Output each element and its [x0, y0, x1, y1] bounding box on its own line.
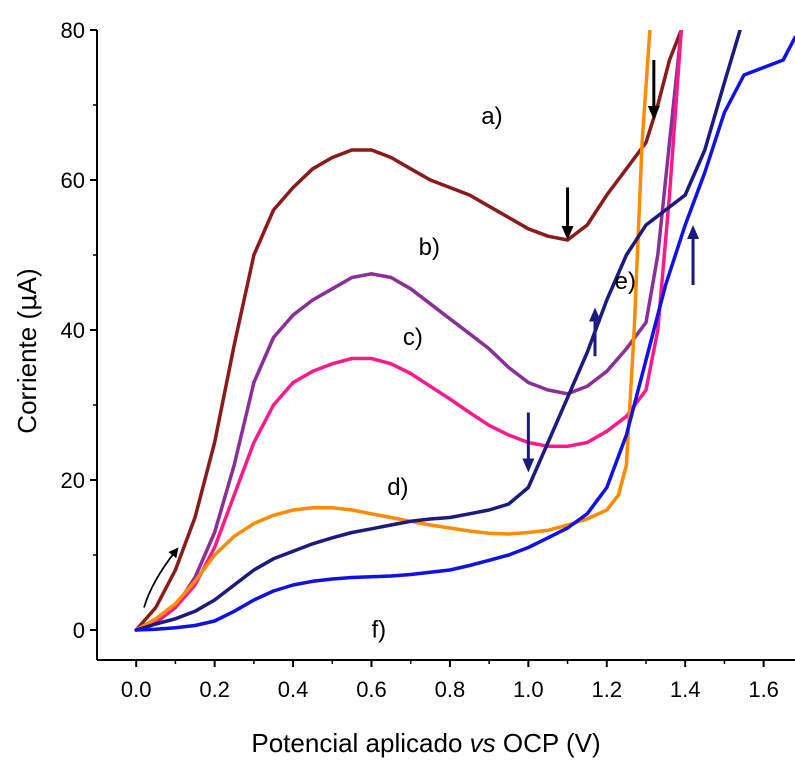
- x-tick-label: 0.8: [435, 677, 466, 702]
- y-tick-label: 0: [73, 618, 85, 643]
- arrow-head-0: [561, 226, 574, 240]
- curve-label-e: e): [615, 268, 636, 295]
- series-line-c: [134, 30, 684, 632]
- x-tick-label: 1.2: [591, 677, 622, 702]
- x-tick-label: 0.6: [356, 677, 387, 702]
- x-tick-label: 1.4: [670, 677, 701, 702]
- x-tick-label: 0.4: [278, 677, 309, 702]
- y-axis-label: Corriente (μA): [12, 268, 43, 433]
- series-line-f: [134, 35, 795, 632]
- x-tick-label: 0.2: [199, 677, 230, 702]
- arrow-head-3: [687, 225, 700, 239]
- curve-label-d: d): [387, 474, 408, 501]
- y-tick-label: 20: [61, 468, 85, 493]
- x-tick-label: 0.0: [121, 677, 152, 702]
- series-group: [134, 30, 795, 632]
- series-line-b: [134, 30, 684, 632]
- curve-label-f: f): [372, 617, 387, 644]
- curve-label-c: c): [403, 324, 423, 351]
- arrow-group: [143, 60, 700, 608]
- x-axis-label: Potencial aplicado vs OCP (V): [251, 728, 600, 758]
- curve-label-a: a): [481, 103, 502, 130]
- series-line-a: [134, 30, 684, 632]
- x-tick-label: 1.0: [513, 677, 544, 702]
- series-line-e: [134, 30, 742, 632]
- arrow-head-1: [647, 106, 660, 120]
- series-line-d: [134, 30, 652, 632]
- y-tick-label: 80: [61, 18, 85, 43]
- sweep-arrow: [143, 547, 179, 608]
- y-tick-label: 40: [61, 318, 85, 343]
- arrow-head-2: [522, 458, 535, 473]
- y-tick-label: 60: [61, 168, 85, 193]
- label-group: a) b) c) d) e) f): [372, 103, 636, 644]
- arrow-head-4: [589, 307, 602, 322]
- x-tick-label: 1.6: [748, 677, 779, 702]
- axis-group: 0.0 0.2 0.4 0.6 0.8 1.0 1.2 1.4 1.6 0 20 40 60 80 Pote…: [12, 18, 795, 758]
- curve-label-b: b): [419, 234, 440, 261]
